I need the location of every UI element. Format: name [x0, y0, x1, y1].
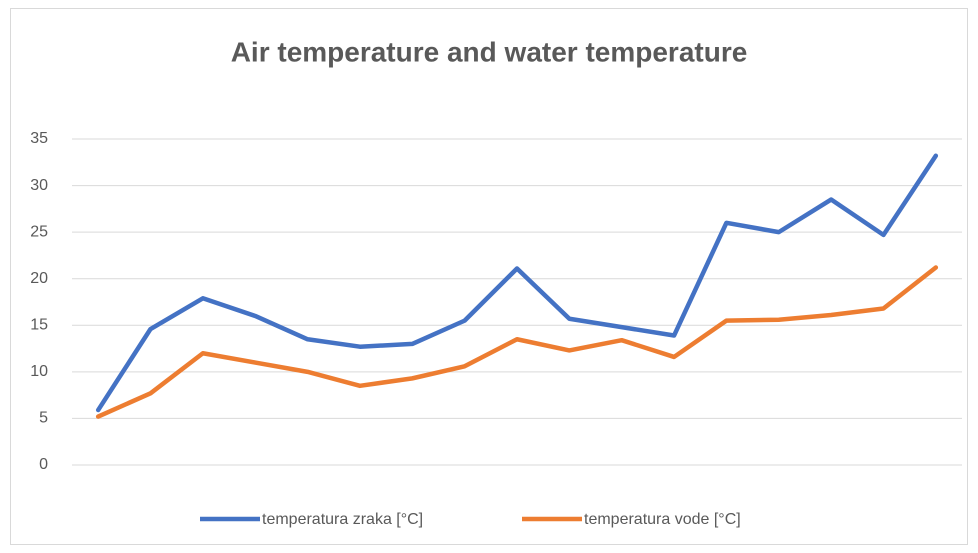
y-tick-label: 30 [30, 177, 48, 194]
y-tick-label: 20 [30, 270, 48, 287]
y-tick-label: 35 [30, 130, 48, 147]
legend-label: temperatura vode [°C] [584, 511, 741, 528]
series-line [95, 153, 939, 413]
y-tick-label: 25 [30, 223, 48, 240]
y-tick-label: 10 [30, 363, 48, 380]
chart-border [10, 8, 968, 545]
series-line [95, 265, 939, 419]
y-tick-label: 5 [39, 410, 48, 427]
legend-label: temperatura zraka [°C] [262, 511, 423, 528]
y-tick-label: 15 [30, 317, 48, 334]
y-tick-label: 0 [39, 456, 48, 473]
chart-title: Air temperature and water temperature [231, 36, 748, 67]
